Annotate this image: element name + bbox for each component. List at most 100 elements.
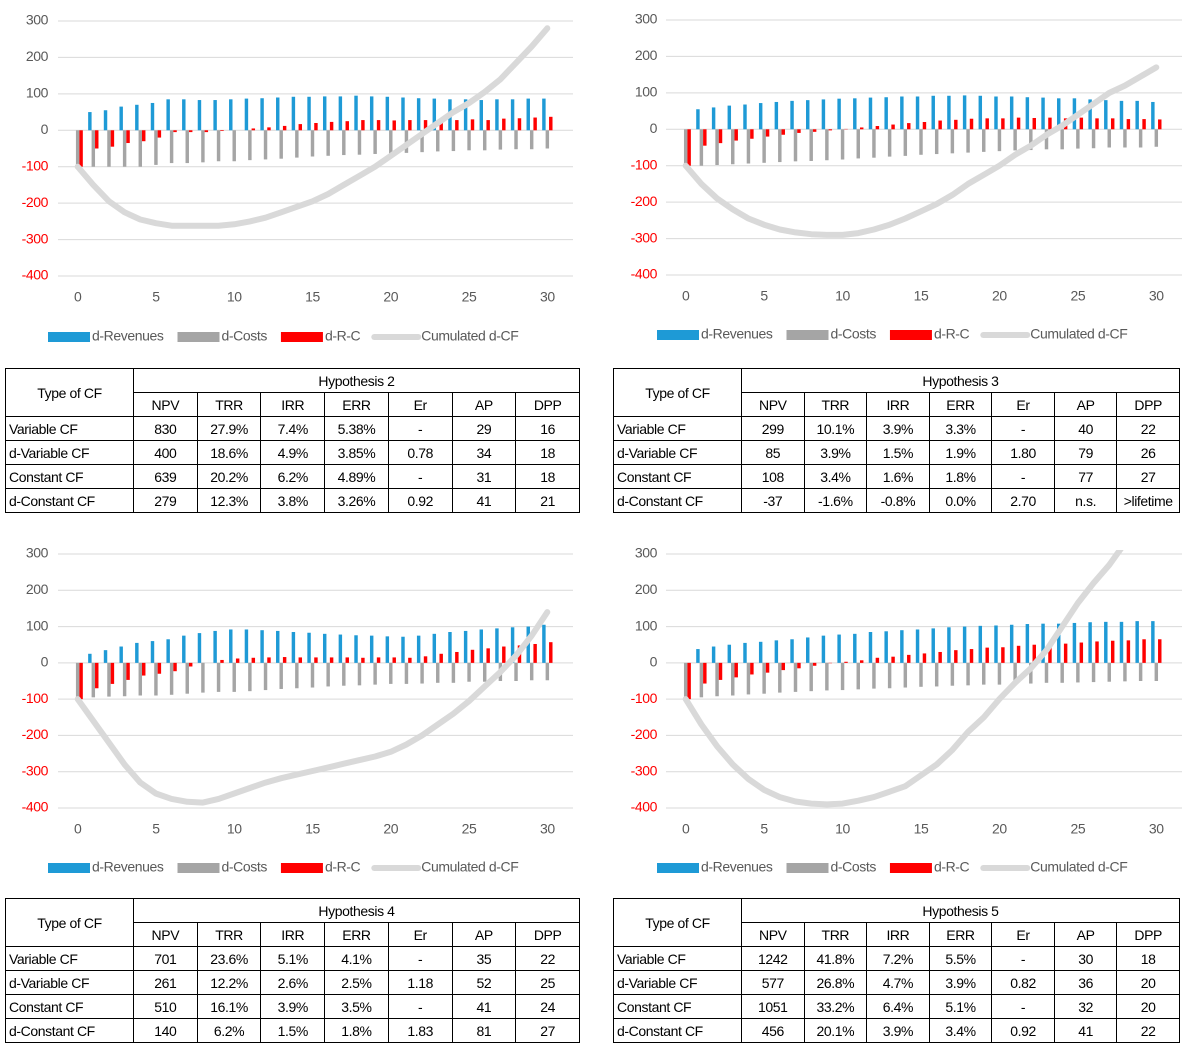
bar (436, 662, 440, 683)
cell: 20.2% (196, 464, 262, 489)
bar (922, 653, 927, 663)
bar (947, 95, 951, 130)
bar (185, 662, 189, 694)
bar (696, 109, 700, 130)
bar (797, 662, 801, 669)
bar (276, 630, 280, 663)
bar (1151, 621, 1155, 663)
bar (840, 662, 845, 691)
bar (1138, 662, 1143, 681)
cell: 140 (133, 1018, 198, 1043)
row-label: Variable CF (613, 946, 742, 971)
legend-label: Cumulated d-CF (421, 859, 518, 875)
bar (793, 129, 798, 162)
bar (856, 662, 860, 690)
bar (853, 633, 857, 663)
bar (455, 120, 459, 131)
bar (338, 96, 343, 131)
bar (821, 99, 826, 130)
bar (809, 662, 813, 692)
cell: 16 (515, 416, 580, 441)
bar (994, 625, 998, 663)
x-tick-label: 25 (1070, 821, 1085, 837)
cell: 1.80 (991, 440, 1055, 465)
bar (103, 110, 108, 131)
cell: 31 (451, 464, 517, 489)
bar (142, 130, 146, 142)
bar (432, 98, 437, 131)
cell: 0.78 (387, 440, 453, 465)
column-header: ERR (928, 392, 993, 417)
bar (1119, 100, 1124, 130)
cell: 1.5% (260, 1018, 326, 1043)
bar (389, 662, 393, 684)
cell: -0.8% (866, 488, 930, 513)
bar (455, 651, 459, 663)
bar (891, 656, 895, 663)
bar (88, 112, 92, 131)
x-tick-label: 5 (760, 821, 768, 837)
bar (502, 118, 506, 131)
legend-label: d-Revenues (701, 326, 773, 342)
cell: - (991, 416, 1055, 441)
bar (746, 662, 751, 695)
y-tick-label: -200 (22, 726, 49, 742)
bar (416, 635, 421, 663)
table-row: Constant CF 1051 33.2% 6.4% 5.1% -32 20 (613, 994, 1180, 1019)
cell: 3.9% (803, 440, 868, 465)
bar (1126, 640, 1131, 663)
y-tick-label: -100 (22, 157, 49, 173)
bar (1079, 642, 1084, 663)
bar (110, 130, 115, 147)
cell: 1.8% (324, 1018, 389, 1043)
bar (345, 657, 349, 663)
bar (376, 120, 381, 131)
x-tick-label: 0 (682, 821, 690, 837)
cell: 2.5% (324, 970, 389, 995)
bar (1029, 129, 1033, 151)
cell: 1242 (741, 946, 805, 971)
table-row: Constant CF 108 3.4% 1.6% 1.8% -77 27 (613, 464, 1180, 489)
bar (470, 649, 475, 663)
bar (844, 661, 848, 663)
bar (260, 98, 264, 131)
cell: 27.9% (196, 416, 262, 441)
table-row: Variable CF 701 23.6% 5.1% 4.1% -35 22 (5, 946, 580, 971)
y-tick-label: -300 (22, 762, 49, 778)
cell: 1.83 (387, 1018, 453, 1043)
bar (545, 130, 550, 149)
bar (216, 662, 221, 692)
cell: 108 (741, 464, 805, 489)
bar (856, 129, 860, 159)
table-row: Variable CF 1242 41.8% 7.2% 5.5% -30 18 (613, 946, 1180, 971)
bar (1060, 662, 1064, 683)
column-header: Er (387, 922, 453, 947)
bar (232, 662, 236, 692)
legend-swatch (786, 863, 829, 873)
bar (812, 662, 817, 666)
bar (875, 126, 880, 130)
bar (828, 129, 833, 131)
bar (220, 659, 224, 663)
cell: 25 (515, 970, 580, 995)
column-header: AP (451, 922, 517, 947)
table-row: d-Variable CF 85 3.9% 1.5% 1.9% 1.80 79 26 (613, 440, 1180, 465)
y-tick-label: -300 (22, 230, 49, 246)
legend-swatch (177, 863, 220, 873)
bar (110, 662, 115, 684)
x-tick-label: 5 (152, 821, 160, 837)
bar (201, 130, 205, 163)
bar (950, 129, 955, 154)
bar (260, 630, 264, 663)
cell: 23.6% (196, 946, 262, 971)
cell: 35 (451, 946, 517, 971)
bar (875, 657, 880, 663)
bar (310, 662, 315, 688)
x-tick-label: 20 (992, 821, 1007, 837)
header-row: Type of CF Hypothesis 5 (613, 898, 1180, 947)
bar (859, 127, 864, 130)
cell: 5.5% (928, 946, 993, 971)
bar (173, 130, 177, 133)
bar (825, 129, 829, 161)
